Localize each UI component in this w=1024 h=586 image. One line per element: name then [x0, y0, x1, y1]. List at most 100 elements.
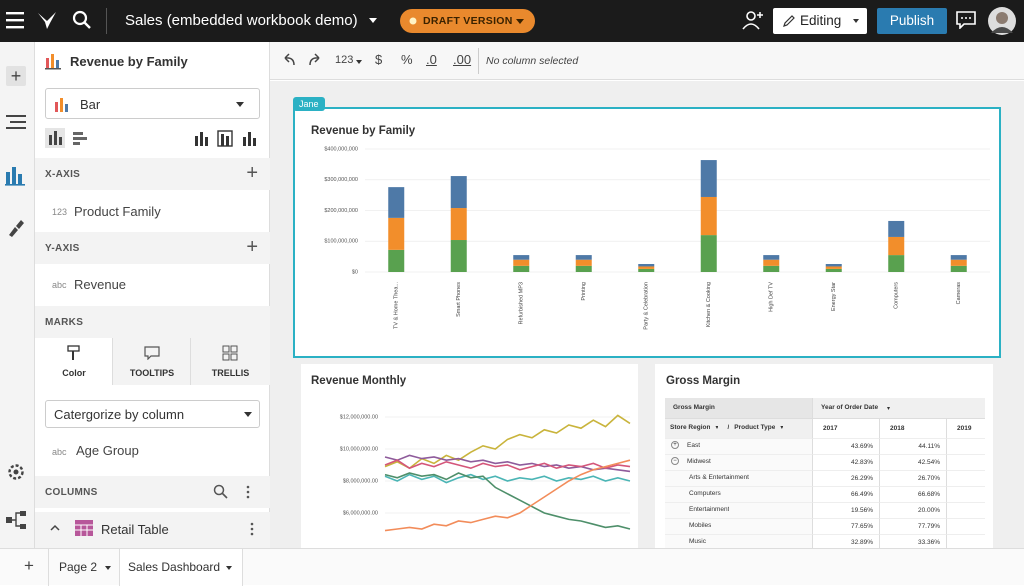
format-icon[interactable]	[6, 218, 26, 238]
dimension-label: /	[727, 424, 730, 431]
line-series	[384, 472, 631, 530]
color-mode-select[interactable]: Catergorize by column	[45, 400, 260, 428]
x-field[interactable]: Product Family	[74, 204, 161, 219]
bar-segment	[825, 268, 842, 272]
editing-caret	[853, 19, 859, 23]
value-cell: 20.00%	[879, 502, 946, 518]
format-caret[interactable]	[356, 60, 362, 64]
page-tabs-bar: + Page 2 Sales Dashboard	[0, 548, 1024, 586]
marks-section: MARKS	[35, 306, 270, 338]
value-cell: 4	[946, 438, 985, 454]
row-cell	[665, 502, 812, 518]
color-field[interactable]: Age Group	[76, 443, 139, 458]
y-tick-label: $12,000,000.00	[340, 414, 378, 420]
row-label: Entertainment	[689, 506, 730, 513]
chart-variant-icons[interactable]	[45, 128, 260, 150]
more-icon[interactable]	[250, 522, 254, 536]
year-header: 2017	[812, 418, 879, 438]
page-tab[interactable]: Page 2	[48, 549, 120, 586]
tab-label: Color	[62, 368, 86, 378]
select-caret	[244, 412, 252, 417]
line-series	[384, 459, 631, 532]
y-tick-label: $100,000,000	[324, 239, 358, 245]
x-axis-section: X-AXIS +	[35, 158, 270, 190]
bar-segment	[513, 259, 530, 266]
section-heading: COLUMNS	[45, 487, 98, 498]
bar-segment	[638, 268, 655, 272]
search-icon[interactable]	[72, 10, 92, 30]
search-columns-icon[interactable]	[213, 484, 229, 500]
y-tick-label: $0	[352, 269, 358, 275]
bar-segment	[888, 236, 905, 256]
value-cell: 66.68%	[879, 486, 946, 502]
value-cell: 2	[946, 502, 985, 518]
collapse-icon[interactable]	[50, 524, 60, 532]
share-icon[interactable]	[742, 10, 764, 30]
source-table-row[interactable]: Retail Table	[35, 512, 270, 548]
decrease-decimals-button[interactable]: .0	[426, 52, 437, 67]
x-tick-label: Refurbished MP3	[519, 282, 525, 325]
bar-segment	[888, 220, 905, 237]
row-label: East	[687, 442, 701, 449]
number-format-button[interactable]: 123	[335, 54, 354, 66]
lineage-icon[interactable]	[6, 510, 28, 530]
publish-button[interactable]: Publish	[877, 8, 947, 34]
element-properties-icon[interactable]	[5, 166, 27, 186]
add-y-button[interactable]: +	[246, 236, 258, 258]
page-tab-active[interactable]: Sales Dashboard	[120, 549, 243, 586]
currency-button[interactable]: $	[375, 52, 383, 67]
avatar[interactable]	[988, 7, 1016, 35]
value-cell: 26.70%	[879, 470, 946, 486]
add-page-button[interactable]: +	[24, 556, 34, 575]
undo-redo[interactable]	[280, 52, 326, 70]
menu-icon[interactable]	[6, 10, 24, 30]
draft-badge[interactable]: DRAFT VERSION	[400, 9, 535, 33]
settings-icon[interactable]	[6, 462, 26, 482]
bar-segment	[763, 265, 780, 272]
format-toolbar	[270, 42, 1024, 80]
year-header: 2019	[946, 418, 985, 438]
bar-segment	[950, 259, 967, 266]
field-type: abc	[52, 447, 67, 457]
bar-segment	[825, 264, 842, 267]
badge-caret	[516, 19, 524, 24]
bar-segment	[450, 176, 467, 209]
more-icon[interactable]	[246, 485, 250, 499]
value-cell: 2	[946, 470, 985, 486]
chart-title: Revenue Monthly	[311, 375, 407, 387]
expand-icon: −	[671, 457, 679, 465]
bar-segment	[388, 217, 405, 250]
editing-button[interactable]: Editing	[773, 8, 867, 34]
add-x-button[interactable]: +	[246, 162, 258, 184]
value-cell: 33.36%	[879, 534, 946, 548]
percent-button[interactable]: %	[401, 52, 413, 67]
line-chart-element[interactable]	[301, 364, 638, 548]
comments-icon[interactable]	[956, 11, 976, 29]
bar-segment	[513, 255, 530, 260]
tab-tooltips[interactable]: TOOLTIPS	[113, 338, 191, 385]
dimension-label: Store Region	[670, 424, 711, 431]
tab-color[interactable]: Color	[35, 338, 113, 385]
chart-type-select[interactable]: Bar	[45, 88, 260, 119]
outline-icon[interactable]	[6, 114, 28, 132]
row-label: Computers	[689, 490, 721, 497]
badge-label: DRAFT VERSION	[423, 15, 513, 27]
bar-segment	[450, 208, 467, 241]
header-caret: ▾	[887, 406, 891, 412]
increase-decimals-button[interactable]: .00	[453, 52, 472, 67]
year-header: 2018	[879, 418, 946, 438]
title-caret[interactable]	[369, 18, 377, 23]
value-cell: 44.11%	[879, 438, 946, 454]
x-tick-label: Computers	[894, 282, 900, 309]
logo[interactable]	[36, 9, 58, 31]
field-type: abc	[52, 280, 67, 290]
value-cell: 77.79%	[879, 518, 946, 534]
tab-trellis[interactable]: TRELLIS	[191, 338, 270, 385]
bar-segment	[763, 255, 780, 260]
dimension-label: Product Type	[734, 424, 776, 431]
y-field[interactable]: Revenue	[74, 277, 127, 292]
add-element-icon[interactable]: +	[6, 66, 26, 86]
bar-segment	[950, 255, 967, 260]
workbook-title[interactable]: Sales (embedded workbook demo)	[125, 12, 358, 29]
pivot-table: Gross Margin Year of Order Date ▾ Store Reg…	[665, 398, 985, 548]
